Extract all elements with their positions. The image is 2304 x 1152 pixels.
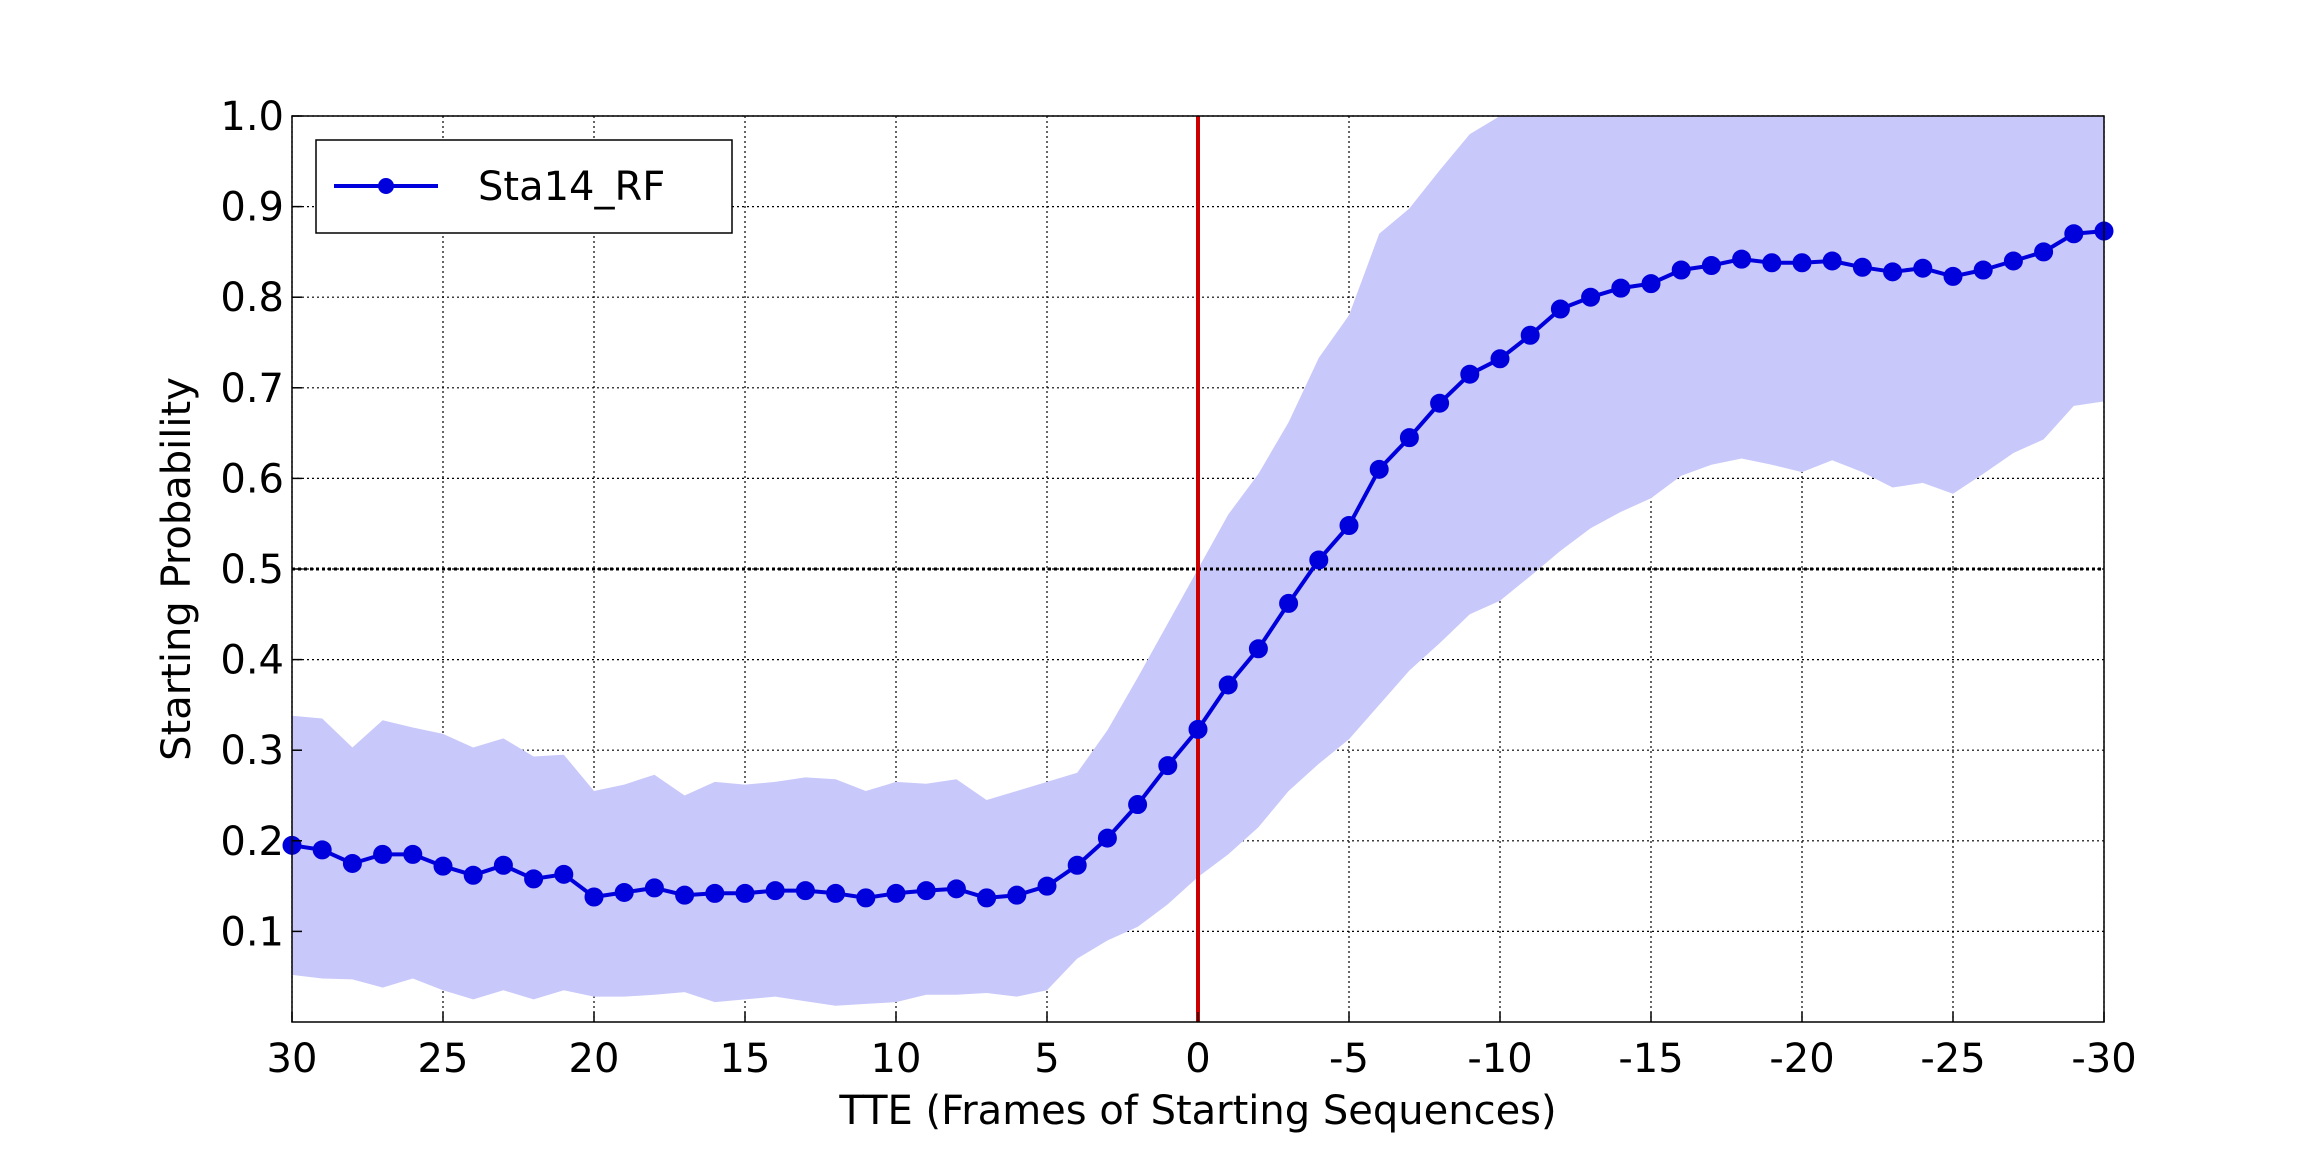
data-point <box>1188 719 1208 739</box>
data-point <box>584 887 604 907</box>
data-point <box>342 853 362 873</box>
x-tick-label: 25 <box>418 1036 469 1082</box>
data-point <box>2064 224 2084 244</box>
data-point <box>1973 260 1993 280</box>
y-tick-label: 0.1 <box>220 909 284 955</box>
data-point <box>1762 253 1782 273</box>
y-tick-label: 0.7 <box>220 366 284 412</box>
data-point <box>1611 278 1631 298</box>
data-point <box>735 883 755 903</box>
data-point <box>312 840 332 860</box>
data-point <box>373 844 393 864</box>
data-point <box>1007 885 1027 905</box>
legend-label: Sta14_RF <box>478 164 665 210</box>
data-point <box>1883 262 1903 282</box>
x-tick-label: -20 <box>1769 1036 1834 1082</box>
data-point <box>705 883 725 903</box>
data-point <box>1128 795 1148 815</box>
data-point <box>493 855 513 875</box>
data-point <box>765 881 785 901</box>
data-point <box>886 883 906 903</box>
data-point <box>1732 249 1752 269</box>
data-point <box>856 888 876 908</box>
x-tick-label: 20 <box>569 1036 620 1082</box>
data-point <box>946 879 966 899</box>
data-point <box>1309 550 1329 570</box>
data-point <box>463 865 483 885</box>
legend-marker <box>378 178 394 194</box>
data-point <box>554 864 574 884</box>
data-point <box>1822 251 1842 271</box>
y-tick-label: 0.8 <box>220 275 284 321</box>
x-axis-ticks: 30 25 20 15 10 5 0 -5 -10 -15 -20 -25 -30 <box>267 1012 2137 1082</box>
data-point <box>977 888 997 908</box>
y-tick-label: 0.2 <box>220 819 284 865</box>
data-point <box>1913 258 1933 278</box>
x-tick-label: 30 <box>267 1036 318 1082</box>
x-tick-label: -30 <box>2071 1036 2136 1082</box>
data-point <box>403 844 423 864</box>
data-point <box>1792 253 1812 273</box>
x-tick-label: -5 <box>1329 1036 1369 1082</box>
data-point <box>1037 876 1057 896</box>
x-tick-label: -25 <box>1920 1036 1985 1082</box>
data-point <box>1581 287 1601 307</box>
data-point <box>1399 428 1419 448</box>
x-tick-label: 5 <box>1034 1036 1059 1082</box>
data-point <box>2034 242 2054 262</box>
data-point <box>524 869 544 889</box>
y-tick-label: 0.4 <box>220 638 284 684</box>
data-point <box>2003 251 2023 271</box>
y-tick-label: 0.9 <box>220 185 284 231</box>
data-point <box>1218 675 1238 695</box>
y-tick-label: 0.6 <box>220 456 284 502</box>
x-tick-label: 10 <box>871 1036 922 1082</box>
reference-lines <box>292 116 2104 1022</box>
y-axis-ticks: 0.1 0.2 0.3 0.4 0.5 0.6 0.7 0.8 0.9 1.0 <box>220 94 302 955</box>
data-point <box>1097 828 1117 848</box>
confidence-band-layer <box>292 116 2104 1006</box>
data-point <box>1460 364 1480 384</box>
x-axis-label: TTE (Frames of Starting Sequences) <box>838 1088 1556 1134</box>
x-tick-label: -10 <box>1467 1036 1532 1082</box>
data-point <box>1369 459 1389 479</box>
data-point <box>1430 393 1450 413</box>
data-point <box>644 878 664 898</box>
y-axis-label: Starting Probability <box>154 377 200 761</box>
x-tick-label: 15 <box>720 1036 771 1082</box>
data-point <box>1490 349 1510 369</box>
data-point <box>1067 855 1087 875</box>
data-point <box>614 882 634 902</box>
data-point <box>1701 255 1721 275</box>
data-point <box>795 881 815 901</box>
data-point <box>1671 260 1691 280</box>
confidence-band <box>292 116 2104 1006</box>
x-tick-label: -15 <box>1618 1036 1683 1082</box>
x-tick-label: 0 <box>1185 1036 1210 1082</box>
legend: Sta14_RF <box>315 139 733 234</box>
data-point <box>1339 516 1359 536</box>
data-point <box>1158 756 1178 776</box>
y-tick-label: 1.0 <box>220 94 284 140</box>
data-point <box>1520 325 1540 345</box>
data-point <box>675 885 695 905</box>
data-point <box>1943 266 1963 286</box>
data-point <box>916 881 936 901</box>
y-tick-label: 0.3 <box>220 728 284 774</box>
series-layer <box>282 221 2114 908</box>
data-point <box>1550 299 1570 319</box>
data-point <box>433 856 453 876</box>
y-tick-label: 0.5 <box>220 547 284 593</box>
data-point <box>1852 257 1872 277</box>
data-point <box>826 883 846 903</box>
data-point <box>1248 639 1268 659</box>
data-point <box>1279 593 1299 613</box>
data-point <box>1641 274 1661 294</box>
